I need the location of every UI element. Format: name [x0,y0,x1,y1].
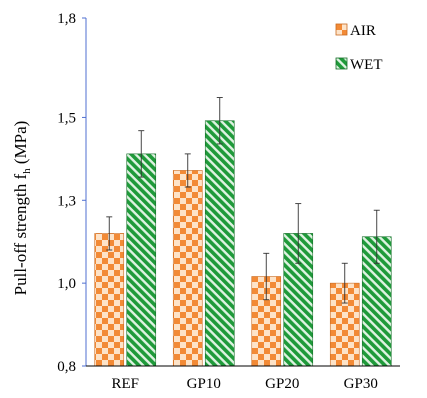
y-axis-label-main: Pull-off strength f [11,174,30,296]
legend-swatch-air [335,23,348,36]
x-tick-label-ref: REF [111,376,139,392]
y-tick-label: 1,3 [57,193,76,209]
bar-air-ref [94,233,125,367]
y-tick-label: 1,0 [57,276,76,292]
bar-wet-ref [126,153,157,367]
y-axis-label: Pull-off strength fh (MPa) [11,121,33,296]
legend-label-wet: WET [350,57,382,73]
y-tick-label: 0,8 [57,359,76,375]
x-tick-label-gp30: GP30 [344,376,378,392]
x-axis: REF GP10 GP20 GP30 [86,365,400,392]
y-axis-label-unit: (MPa) [11,121,30,169]
bar-air-gp10 [172,170,203,367]
legend-label-air: AIR [350,23,376,39]
x-tick-label-gp20: GP20 [265,376,299,392]
y-axis: 0,8 1,0 1,3 1,5 1,8 [57,11,87,375]
y-tick-label: 1,8 [57,11,76,27]
plot-area [94,97,392,367]
legend-item-air: AIR [335,23,376,39]
legend: AIR WET [335,23,382,73]
y-axis-label-subscript: h [21,168,33,174]
x-tick-label-gp10: GP10 [187,376,221,392]
y-tick-label: 1,5 [57,110,76,126]
legend-item-wet: WET [335,57,382,73]
legend-swatch-wet [335,57,348,70]
bar-wet-gp10 [204,120,235,367]
